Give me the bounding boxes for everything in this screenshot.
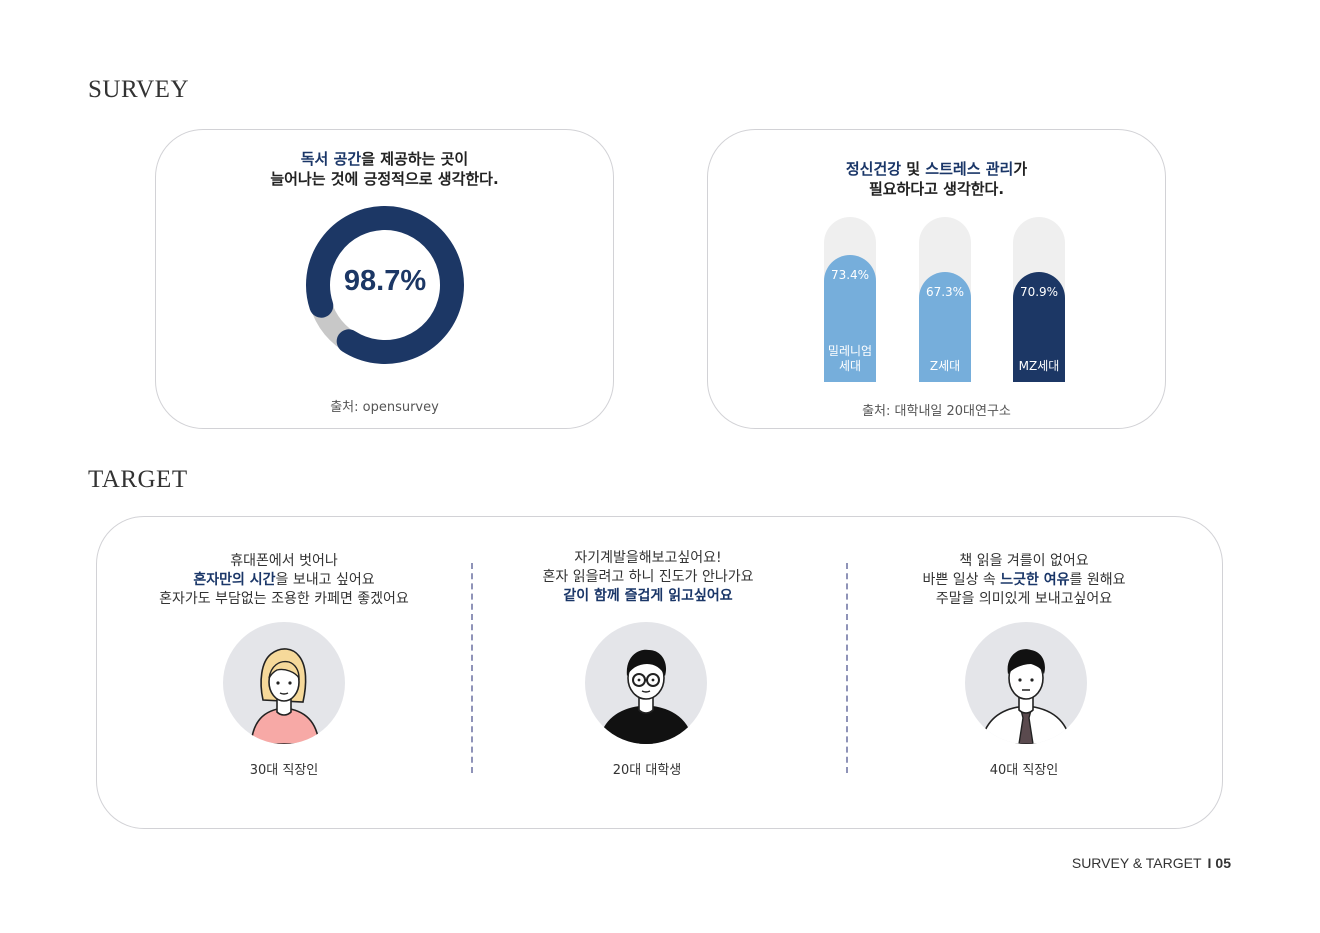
- persona-quote: 휴대폰에서 벗어나 혼자만의 시간을 보내고 싶어요 혼자가도 부담없는 조용한…: [114, 552, 454, 609]
- bar: 67.3% Z세대: [919, 272, 971, 382]
- bar-track: 73.4% 밀레니엄 세대: [824, 217, 876, 382]
- bar-value-label: 70.9%: [1019, 285, 1059, 299]
- divider: [471, 563, 473, 773]
- quote-line: 휴대폰에서 벗어나: [230, 553, 338, 569]
- heading-text-line2: 늘어나는 것에 긍정적으로 생각한다.: [270, 170, 499, 188]
- card-heading: 독서 공간을 제공하는 곳이 늘어나는 것에 긍정적으로 생각한다.: [156, 149, 613, 189]
- target-section-title: TARGET: [88, 466, 188, 493]
- footer-separator: I: [1207, 855, 1212, 871]
- quote-text: 을 보내고 싶어요: [275, 572, 375, 588]
- donut-value-arc: [306, 206, 464, 364]
- source-text: 출처: opensurvey: [330, 400, 439, 415]
- quote-highlight: 혼자만의 시간: [193, 572, 276, 588]
- heading-highlight: 독서 공간: [300, 150, 362, 168]
- card-heading: 정신건강 및 스트레스 관리가 필요하다고 생각한다.: [708, 159, 1165, 199]
- persona-quote: 책 읽을 겨를이 없어요 바쁜 일상 속 느긋한 여유를 원해요 주말을 의미있…: [854, 552, 1194, 609]
- quote-line: 책 읽을 겨를이 없어요: [959, 553, 1089, 569]
- quote-text: 를 원해요: [1069, 572, 1126, 588]
- page-number: 05: [1215, 855, 1231, 871]
- quote-line: 주말을 의미있게 보내고싶어요: [935, 591, 1113, 607]
- bar-category-label: 밀레니엄 세대: [827, 344, 873, 373]
- bar-category-label: MZ세대: [1018, 359, 1060, 373]
- survey-card-mental-health: 정신건강 및 스트레스 관리가 필요하다고 생각한다. 73.4% 밀레니엄 세대…: [707, 129, 1166, 429]
- persona-quote: 자기계발을해보고싶어요! 혼자 읽을려고 하니 진도가 안나가요 같이 함께 즐…: [478, 549, 818, 606]
- heading-text: 을 제공하는 곳이: [361, 150, 469, 168]
- bar: 73.4% 밀레니엄 세대: [824, 255, 876, 382]
- woman-avatar-icon: [223, 622, 345, 744]
- donut-chart: 98.7%: [305, 205, 465, 365]
- survey-card-reading-space: 독서 공간을 제공하는 곳이 늘어나는 것에 긍정적으로 생각한다. 98.7%…: [155, 129, 614, 429]
- source-text: 출처: 대학내일 20대연구소: [862, 404, 1011, 419]
- bar-value-label: 67.3%: [925, 285, 965, 299]
- survey-section-title: SURVEY: [88, 76, 190, 103]
- bar-track: 70.9% MZ세대: [1013, 217, 1065, 382]
- bar-category-label: Z세대: [929, 359, 961, 373]
- student-avatar-icon: [585, 622, 707, 744]
- quote-line: 자기계발을해보고싶어요!: [574, 550, 722, 566]
- footer-text: SURVEY & TARGET: [1071, 855, 1202, 871]
- quote-highlight: 같이 함께 즐겁게 읽고싶어요: [563, 588, 733, 604]
- bar-value-label: 73.4%: [830, 268, 870, 282]
- heading-text-line2: 필요하다고 생각한다.: [868, 180, 1005, 198]
- quote-text: 바쁜 일상 속: [922, 572, 1001, 588]
- persona-label: 40대 직장인: [989, 763, 1059, 778]
- quote-highlight: 느긋한 여유: [1000, 572, 1070, 588]
- persona-label: 20대 대학생: [612, 763, 682, 778]
- quote-line: 혼자가도 부담없는 조용한 카페면 좋겠어요: [159, 591, 409, 607]
- heading-highlight: 스트레스 관리: [925, 160, 1014, 178]
- heading-text: 및: [901, 160, 926, 178]
- businessman-avatar-icon: [965, 622, 1087, 744]
- page-footer: SURVEY & TARGET I 05: [1072, 855, 1231, 871]
- heading-highlight: 정신건강: [845, 160, 902, 178]
- persona-label: 30대 직장인: [249, 763, 319, 778]
- bar: 70.9% MZ세대: [1013, 272, 1065, 382]
- bar-track: 67.3% Z세대: [919, 217, 971, 382]
- quote-line: 혼자 읽을려고 하니 진도가 안나가요: [542, 569, 754, 585]
- donut-value-label: 98.7%: [343, 265, 427, 297]
- heading-text: 가: [1013, 160, 1028, 178]
- divider: [846, 563, 848, 773]
